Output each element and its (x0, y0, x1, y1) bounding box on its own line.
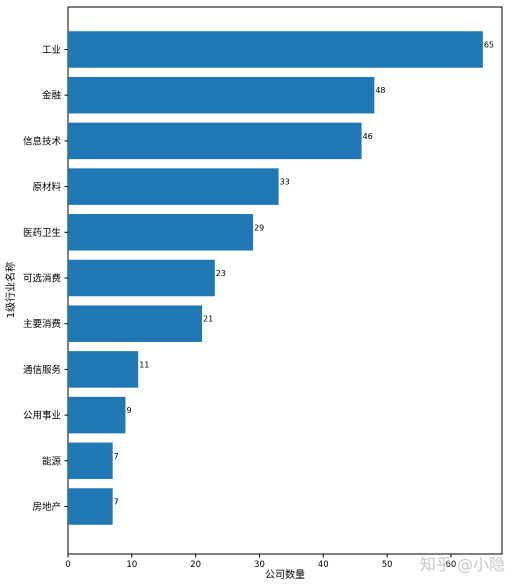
x-tick-label: 50 (382, 560, 393, 570)
x-tick-label: 40 (318, 560, 329, 570)
x-axis-ticks: 0 10 20 30 40 50 60 (65, 554, 456, 570)
value-labels-group: 65 48 46 33 29 23 21 11 9 7 7 (114, 41, 494, 507)
bar (68, 76, 375, 114)
bar (68, 305, 203, 342)
y-tick-label: 能源 (42, 455, 62, 467)
y-tick-label: 原材料 (32, 181, 61, 193)
bar-value-label: 7 (114, 452, 119, 461)
bar (68, 396, 126, 434)
y-tick-label: 通信服务 (23, 364, 62, 376)
bar (68, 351, 139, 388)
bar (68, 259, 215, 297)
y-tick-label: 工业 (42, 45, 61, 56)
bar (68, 488, 113, 525)
y-axis-label: 1级行业名称 (4, 262, 17, 318)
bar-value-label: 46 (363, 132, 373, 141)
x-tick-label: 0 (65, 560, 70, 570)
y-tick-label: 信息技术 (23, 135, 62, 147)
y-tick-label: 主要消费 (23, 318, 61, 330)
x-tick-label: 60 (446, 560, 457, 570)
y-tick-label: 医药卫生 (23, 227, 62, 239)
bar-value-label: 48 (375, 86, 385, 95)
bar-value-label: 65 (484, 41, 494, 50)
x-tick-label: 30 (254, 560, 265, 570)
bar-value-label: 11 (139, 360, 149, 369)
y-tick-label: 房地产 (32, 501, 61, 513)
x-tick-label: 10 (126, 560, 137, 570)
bar (68, 214, 254, 251)
y-tick-label: 金融 (42, 90, 62, 102)
y-tick-label: 可选消费 (23, 273, 61, 285)
bar (68, 31, 483, 68)
bar (68, 168, 279, 205)
x-axis-label: 公司数量 (265, 568, 305, 581)
bar-value-label: 9 (126, 406, 131, 415)
bars-group (68, 31, 483, 525)
bar-value-label: 7 (114, 498, 119, 507)
watermark: 知乎 @小隐 (420, 555, 505, 574)
bar (68, 442, 113, 480)
bar-value-label: 29 (254, 223, 264, 232)
bar (68, 122, 362, 160)
bar-value-label: 21 (203, 315, 213, 324)
bar-value-label: 33 (280, 178, 290, 187)
bar-value-label: 23 (216, 269, 226, 278)
x-tick-label: 20 (190, 560, 201, 570)
y-tick-label: 公用事业 (23, 410, 61, 422)
